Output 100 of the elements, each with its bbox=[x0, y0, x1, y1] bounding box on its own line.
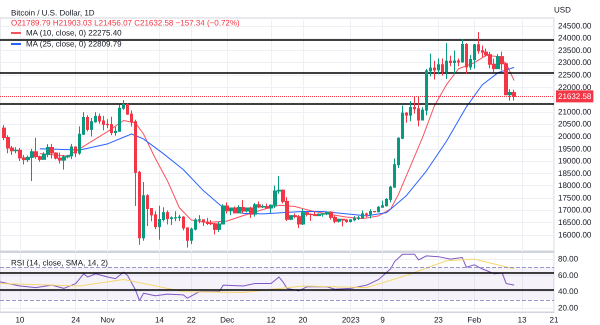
candlestick bbox=[445, 42, 448, 80]
y-tick-label: 17500.00 bbox=[558, 193, 592, 202]
candlestick bbox=[441, 58, 444, 76]
chart-title: Bitcoin / U.S. Dollar, 1D bbox=[11, 8, 95, 18]
y-tick-label: 22000.00 bbox=[558, 82, 592, 92]
candlestick bbox=[405, 112, 408, 124]
candlestick bbox=[174, 210, 177, 222]
y-tick-label: 80.00 bbox=[558, 254, 579, 264]
candlestick bbox=[261, 204, 265, 208]
candlestick bbox=[70, 143, 73, 160]
y-axis-title: USD bbox=[554, 6, 572, 14]
x-tick-label: 20 bbox=[298, 316, 308, 324]
candlestick bbox=[14, 146, 18, 154]
chart-subtitle: O21789.79 H21903.03 L21456.07 C21632.58 −157.34 (−0.72%) bbox=[11, 18, 240, 28]
x-tick-label: 12 bbox=[266, 316, 276, 324]
candlestick bbox=[465, 42, 468, 74]
candlestick bbox=[229, 207, 233, 216]
y-tick-label: 21000.00 bbox=[558, 107, 592, 116]
candlestick bbox=[337, 218, 341, 224]
candlestick bbox=[317, 212, 321, 216]
y-tick-label: 20500.00 bbox=[558, 120, 592, 129]
x-tick-label: 13 bbox=[518, 316, 528, 324]
candlestick bbox=[349, 218, 352, 224]
candlestick bbox=[433, 60, 436, 80]
candlestick bbox=[118, 104, 121, 132]
y-tick-label: 23500.00 bbox=[558, 46, 592, 55]
y-tick-label: 20.00 bbox=[558, 303, 579, 312]
candlestick bbox=[449, 55, 452, 67]
candlestick bbox=[453, 50, 456, 75]
y-tick-label: 19500.00 bbox=[558, 144, 592, 154]
candlestick bbox=[361, 210, 364, 220]
candlestick bbox=[237, 204, 241, 214]
candlestick bbox=[373, 210, 376, 213]
candlestick bbox=[309, 212, 313, 222]
candlestick bbox=[46, 144, 50, 158]
candlestick bbox=[321, 213, 325, 218]
y-tick-label: 19000.00 bbox=[558, 156, 592, 166]
candlestick bbox=[249, 206, 253, 218]
candlestick bbox=[365, 212, 368, 218]
candlestick bbox=[289, 214, 293, 221]
candlestick bbox=[233, 206, 237, 214]
y-tick-label: 24500.00 bbox=[558, 21, 592, 30]
legend-label: MA (10, close, 0) 22275.40 bbox=[26, 28, 122, 38]
candlestick bbox=[437, 58, 440, 75]
candlestick bbox=[62, 154, 66, 170]
candlestick bbox=[488, 51, 492, 69]
x-tick-label: 21 bbox=[550, 316, 559, 324]
candlestick bbox=[508, 88, 512, 102]
text: RSI (14, close, SMA, 14, 2) bbox=[11, 258, 108, 268]
candlestick bbox=[58, 152, 62, 164]
x-tick-label: 24 bbox=[71, 316, 81, 324]
x-tick-label: Dec bbox=[220, 316, 234, 324]
y-tick-label: 17000.00 bbox=[558, 206, 592, 215]
candlestick bbox=[409, 100, 412, 122]
candlestick bbox=[102, 115, 105, 131]
candlestick bbox=[457, 58, 460, 67]
candlestick bbox=[110, 116, 113, 136]
candlestick bbox=[305, 212, 309, 217]
y-tick-label: 16500.00 bbox=[558, 218, 592, 228]
y-tick-label: 18000.00 bbox=[558, 181, 592, 190]
candlestick bbox=[477, 32, 480, 54]
candlestick bbox=[329, 210, 333, 220]
x-tick-label: Nov bbox=[100, 316, 115, 324]
candlestick bbox=[297, 214, 301, 229]
x-tick-label: 23 bbox=[434, 316, 444, 324]
candlestick bbox=[353, 216, 356, 222]
line-series bbox=[0, 254, 515, 302]
candlestick bbox=[325, 211, 329, 216]
y-tick-label: 60.00 bbox=[558, 270, 579, 280]
candlestick bbox=[86, 114, 89, 132]
line-series bbox=[0, 258, 515, 293]
x-tick-label: 14 bbox=[154, 316, 164, 324]
x-tick-label: 22 bbox=[186, 316, 196, 324]
candlestick bbox=[225, 202, 229, 214]
candlestick bbox=[333, 215, 337, 224]
candlestick bbox=[345, 218, 348, 224]
candlestick bbox=[142, 181, 145, 242]
candlestick bbox=[473, 44, 476, 70]
candlestick bbox=[369, 208, 372, 219]
y-tick-label: 24000.00 bbox=[558, 34, 592, 43]
ref-line-label: 21632.58 bbox=[558, 92, 592, 101]
legend-label: MA (25, close, 0) 22809.79 bbox=[26, 40, 122, 48]
candlestick bbox=[34, 137, 38, 160]
y-tick-label: 40.00 bbox=[558, 287, 579, 296]
candlestick bbox=[166, 210, 169, 225]
candlestick bbox=[245, 207, 249, 213]
y-tick-label: 22500.00 bbox=[558, 70, 592, 80]
x-tick-label: 10 bbox=[15, 316, 25, 324]
candlestick bbox=[178, 214, 181, 222]
candlestick bbox=[18, 148, 22, 162]
candlestick bbox=[158, 205, 161, 240]
candlestick bbox=[50, 143, 54, 160]
y-tick-label: 23000.00 bbox=[558, 58, 592, 68]
candlestick bbox=[301, 208, 305, 226]
candlestick bbox=[206, 217, 209, 226]
y-tick-label: 18500.00 bbox=[558, 168, 592, 178]
y-tick-label: 16000.00 bbox=[558, 230, 592, 240]
candlestick bbox=[241, 199, 245, 214]
candlestick bbox=[341, 218, 345, 227]
candlestick bbox=[30, 148, 34, 182]
